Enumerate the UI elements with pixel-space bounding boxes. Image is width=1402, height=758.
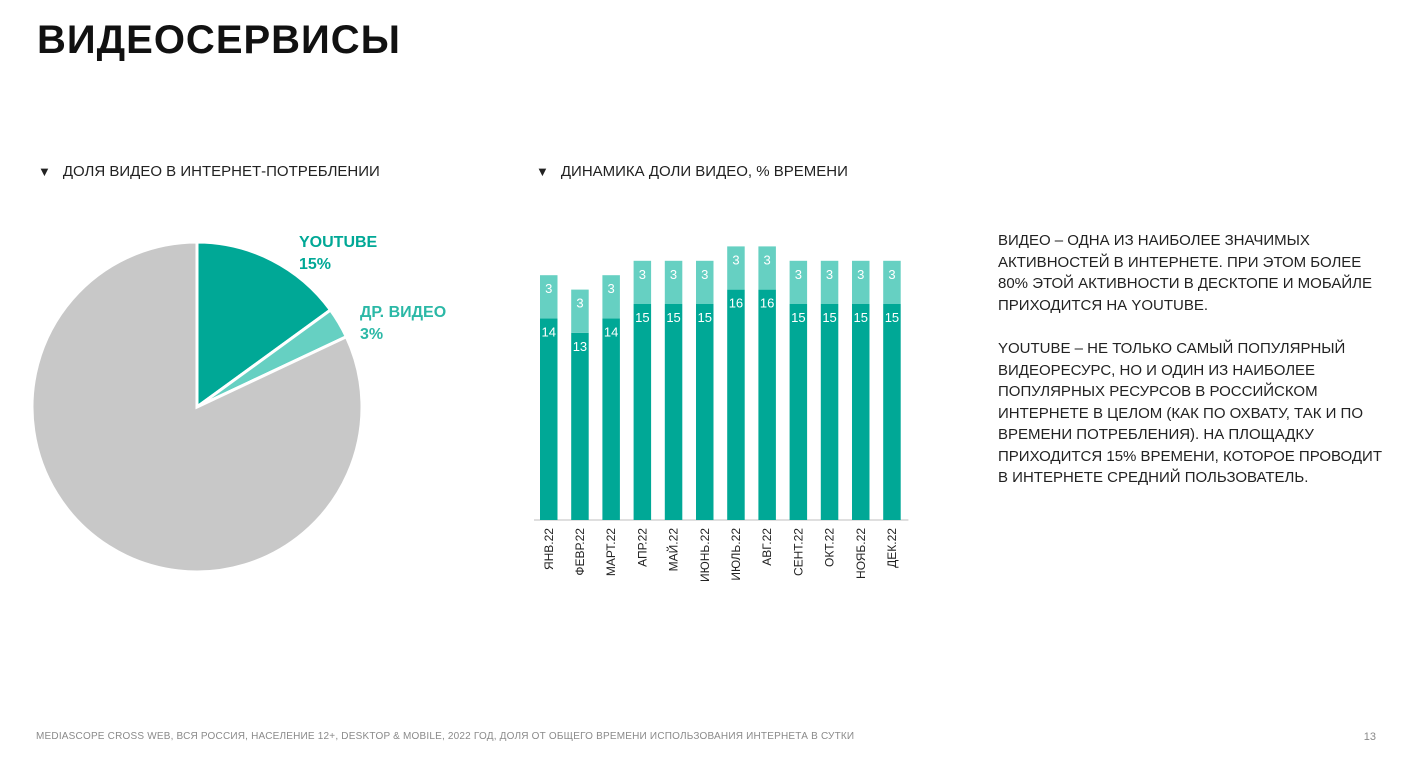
bar-segment-0-1 bbox=[571, 332, 589, 520]
bar-value-label-0-2: 14 bbox=[604, 324, 618, 339]
bar-value-label-1-10: 3 bbox=[857, 267, 864, 282]
bar-segment-1-9 bbox=[820, 260, 839, 304]
pie-label-value-0: 15% bbox=[299, 256, 331, 273]
pie-label-name-1: ДР. ВИДЕО bbox=[360, 304, 446, 321]
x-tick-label-9: ОКТ.22 bbox=[823, 528, 837, 567]
bar-value-label-1-6: 3 bbox=[732, 252, 739, 267]
bar-value-label-1-7: 3 bbox=[764, 252, 771, 267]
bar-value-label-1-8: 3 bbox=[795, 267, 802, 282]
bar-segment-0-4 bbox=[664, 304, 683, 520]
bar-segment-0-2 bbox=[602, 318, 620, 520]
bar-segment-1-11 bbox=[883, 260, 901, 304]
x-tick-label-7: АВГ.22 bbox=[760, 528, 774, 566]
description-paragraph-2: YOUTUBE – НЕ ТОЛЬКО САМЫЙ ПОПУЛЯРНЫЙ ВИД… bbox=[998, 340, 1382, 486]
triangle-down-icon: ▼ bbox=[38, 164, 51, 179]
bar-segment-1-4 bbox=[664, 260, 683, 304]
bar-value-label-1-2: 3 bbox=[608, 281, 615, 296]
bar-value-label-0-7: 16 bbox=[760, 296, 774, 311]
bar-segment-1-5 bbox=[696, 260, 714, 304]
bar-segment-1-10 bbox=[852, 260, 870, 304]
x-tick-label-10: НОЯБ.22 bbox=[854, 528, 868, 579]
x-tick-label-2: МАРТ.22 bbox=[604, 528, 618, 576]
bar-heading-label: ДИНАМИКА ДОЛИ ВИДЕО, % ВРЕМЕНИ bbox=[560, 163, 848, 180]
bar-value-label-1-1: 3 bbox=[576, 296, 583, 311]
bar-value-label-0-0: 14 bbox=[542, 324, 556, 339]
bar-segment-0-3 bbox=[633, 304, 652, 520]
bar-value-label-1-11: 3 bbox=[888, 267, 895, 282]
bar-value-label-0-3: 15 bbox=[635, 310, 649, 325]
pie-section-heading: ▼ ДОЛЯ ВИДЕО В ИНТЕРНЕТ-ПОТРЕБЛЕНИИ bbox=[38, 163, 380, 180]
bar-value-label-1-3: 3 bbox=[639, 267, 646, 282]
description-paragraph-1: ВИДЕО – ОДНА ИЗ НАИБОЛЕЕ ЗНАЧИМЫХ АКТИВН… bbox=[998, 232, 1372, 314]
bar-segment-1-7 bbox=[758, 246, 776, 290]
bar-segment-0-6 bbox=[727, 289, 745, 520]
x-tick-label-5: ИЮНЬ.22 bbox=[698, 528, 712, 582]
bar-segment-0-7 bbox=[758, 289, 776, 520]
x-tick-label-8: СЕНТ.22 bbox=[791, 528, 805, 576]
bar-segment-1-6 bbox=[727, 246, 745, 290]
bar-value-label-0-11: 15 bbox=[885, 310, 899, 325]
bar-value-label-0-9: 15 bbox=[822, 310, 836, 325]
video-share-pie-chart: YOUTUBE 15% ДР. ВИДЕО 3% bbox=[30, 234, 446, 574]
x-tick-label-3: АПР.22 bbox=[635, 528, 649, 567]
bar-value-label-0-8: 15 bbox=[791, 310, 805, 325]
bar-section-heading: ▼ ДИНАМИКА ДОЛИ ВИДЕО, % ВРЕМЕНИ bbox=[536, 163, 848, 180]
bar-segment-1-8 bbox=[789, 260, 808, 304]
page-title: ВИДЕОСЕРВИСЫ bbox=[37, 18, 401, 62]
x-tick-label-0: ЯНВ.22 bbox=[542, 528, 556, 570]
x-tick-label-1: ФЕВР.22 bbox=[573, 528, 587, 576]
bar-segment-0-9 bbox=[820, 304, 839, 520]
bar-segment-0-5 bbox=[696, 304, 714, 520]
bar-segment-1-3 bbox=[633, 260, 652, 304]
bar-segment-0-10 bbox=[852, 304, 870, 520]
bar-value-label-0-5: 15 bbox=[698, 310, 712, 325]
bar-segment-0-0 bbox=[540, 318, 558, 520]
bar-segment-0-11 bbox=[883, 304, 901, 520]
bar-segment-1-1 bbox=[571, 289, 589, 333]
bar-value-label-0-6: 16 bbox=[729, 296, 743, 311]
bar-value-label-1-9: 3 bbox=[826, 267, 833, 282]
bar-segment-1-2 bbox=[602, 275, 620, 319]
pie-label-value-1: 3% bbox=[360, 326, 383, 343]
source-footnote: MEDIASCOPE CROSS WEB, ВСЯ РОССИЯ, НАСЕЛЕ… bbox=[36, 731, 855, 742]
pie-slice-2 bbox=[30, 240, 364, 574]
triangle-down-icon: ▼ bbox=[536, 164, 549, 179]
bar-segment-1-0 bbox=[540, 275, 558, 319]
bar-value-label-1-4: 3 bbox=[670, 267, 677, 282]
x-tick-label-4: МАЙ.22 bbox=[666, 528, 681, 572]
bar-segment-0-8 bbox=[789, 304, 808, 520]
video-share-bar-chart: 14 3 ЯНВ.22 13 3 ФЕВР.22 14 3 МАРТ.22 15 3 АПР.22 15… bbox=[534, 246, 909, 582]
bar-value-label-0-10: 15 bbox=[854, 310, 868, 325]
pie-label-name-0: YOUTUBE bbox=[299, 234, 378, 251]
pie-heading-label: ДОЛЯ ВИДЕО В ИНТЕРНЕТ-ПОТРЕБЛЕНИИ bbox=[62, 163, 380, 180]
x-tick-label-6: ИЮЛЬ.22 bbox=[729, 528, 743, 581]
bar-value-label-1-5: 3 bbox=[701, 267, 708, 282]
bar-value-label-0-4: 15 bbox=[666, 310, 680, 325]
pie-slice-0 bbox=[195, 240, 333, 410]
bar-value-label-1-0: 3 bbox=[545, 281, 552, 296]
x-tick-label-11: ДЕК.22 bbox=[885, 528, 899, 568]
page-number: 13 bbox=[1363, 731, 1376, 743]
bar-value-label-0-1: 13 bbox=[573, 339, 587, 354]
